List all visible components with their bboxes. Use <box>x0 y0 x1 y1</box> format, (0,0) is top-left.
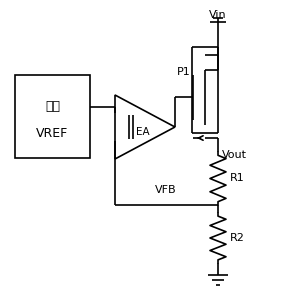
Text: EA: EA <box>136 127 150 137</box>
Text: P1: P1 <box>177 67 191 77</box>
Text: VFB: VFB <box>155 185 177 195</box>
Text: Vin: Vin <box>209 10 227 20</box>
Text: 基准: 基准 <box>45 100 60 113</box>
Text: VREF: VREF <box>36 127 69 140</box>
Text: R1: R1 <box>230 173 245 183</box>
Text: R2: R2 <box>230 233 245 243</box>
Bar <box>15 75 90 158</box>
Text: Vout: Vout <box>222 150 247 160</box>
